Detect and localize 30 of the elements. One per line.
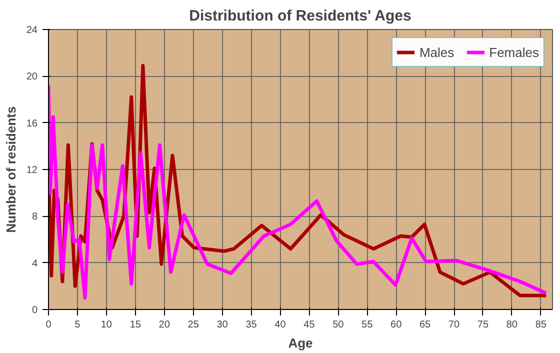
y-tick-label: 8 bbox=[32, 212, 38, 223]
y-tick-label: 0 bbox=[32, 305, 38, 316]
x-tick-label: 30 bbox=[216, 320, 228, 330]
x-tick-label: 25 bbox=[188, 320, 200, 330]
x-tick-label: 5 bbox=[74, 320, 81, 330]
x-tick-label: 20 bbox=[158, 320, 170, 330]
y-tick-label: 24 bbox=[26, 25, 38, 36]
x-tick-label: 0 bbox=[46, 320, 52, 330]
x-tick-label: 15 bbox=[130, 320, 142, 330]
y-tick-label: 12 bbox=[26, 165, 38, 176]
y-tick-label: 4 bbox=[32, 258, 38, 270]
legend-label: Females bbox=[489, 44, 539, 60]
y-tick-label: 16 bbox=[26, 118, 38, 130]
legend-label: Males bbox=[419, 44, 454, 60]
y-axis-title: Number of residents bbox=[3, 106, 18, 233]
x-tick-label: 10 bbox=[100, 320, 112, 330]
x-tick-label: 50 bbox=[332, 320, 344, 330]
x-tick-label: 45 bbox=[304, 320, 316, 330]
x-axis-title: Age bbox=[288, 336, 313, 350]
x-tick-label: 55 bbox=[362, 320, 374, 330]
x-tick-label: 40 bbox=[274, 320, 286, 330]
x-tick-label: 70 bbox=[448, 320, 460, 330]
x-tick-label: 85 bbox=[535, 320, 547, 330]
chart-title: Distribution of Residents' Ages bbox=[189, 8, 412, 24]
x-tick-label: 75 bbox=[477, 320, 489, 330]
y-tick-label: 20 bbox=[26, 72, 38, 83]
x-tick-label: 65 bbox=[419, 320, 432, 330]
x-tick-label: 35 bbox=[246, 320, 258, 330]
x-tick-label: 80 bbox=[506, 320, 518, 330]
x-tick-label: 60 bbox=[390, 320, 402, 330]
